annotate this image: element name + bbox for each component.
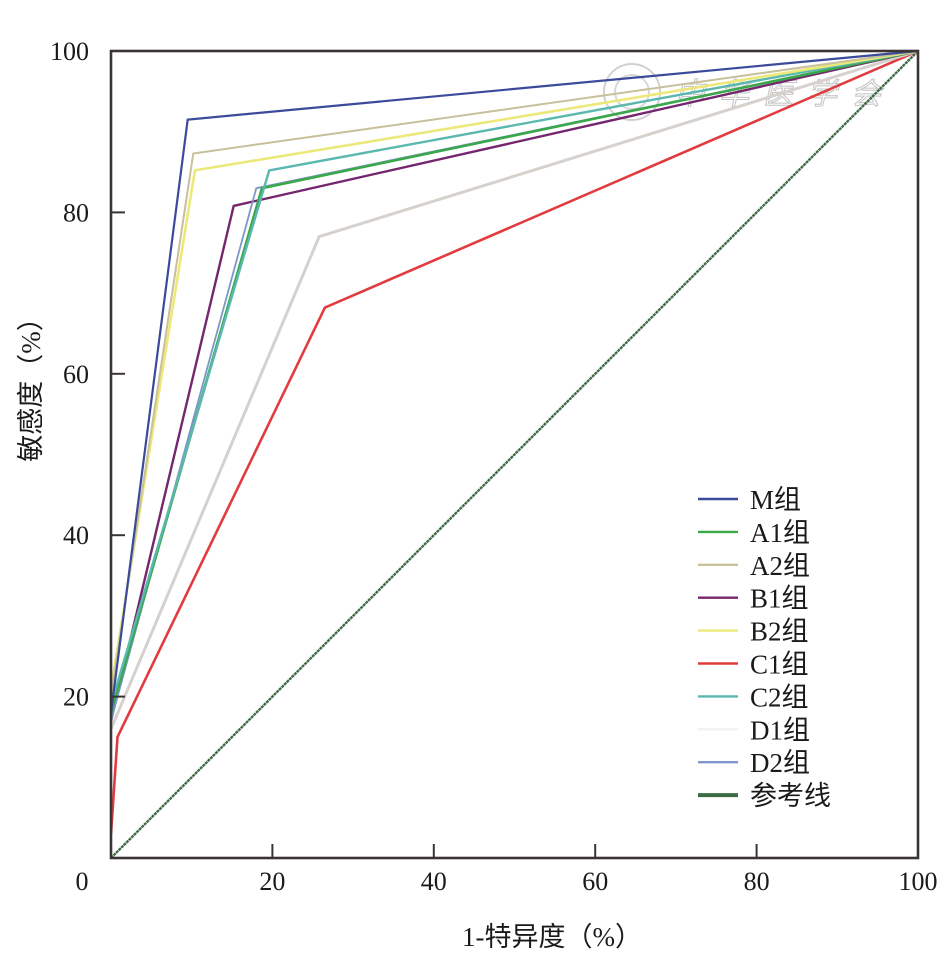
- legend-label: A2组: [750, 551, 810, 581]
- x-tick-label: 20: [259, 867, 285, 896]
- legend-label: C1组: [750, 650, 809, 680]
- legend-label: B1组: [750, 584, 809, 614]
- y-tick-label: 100: [50, 37, 89, 66]
- x-tick-label: 0: [76, 867, 89, 896]
- legend-item-d1: D1组: [698, 715, 810, 745]
- legend-item-b1: B1组: [698, 584, 809, 614]
- legend-item-a2: A2组: [698, 551, 810, 581]
- legend-label: C2组: [750, 682, 809, 712]
- legend-item-c1: C1组: [698, 650, 809, 680]
- x-axis-ticks: 0 20 40 60 80 100: [76, 844, 938, 896]
- legend-item-a1: A1组: [698, 518, 810, 548]
- y-tick-label: 40: [63, 521, 89, 550]
- series-line-c1: [109, 49, 919, 834]
- y-tick-label: 60: [63, 360, 89, 389]
- x-tick-label: 60: [582, 867, 608, 896]
- legend-item-b2: B2组: [698, 617, 809, 647]
- series-line-c2: [109, 49, 919, 706]
- series-line-a2: [110, 50, 919, 697]
- legend-label: M组: [750, 485, 801, 515]
- x-tick-label: 100: [899, 867, 938, 896]
- series-line-b1: [109, 49, 919, 722]
- legend-label: D1组: [750, 715, 810, 745]
- plot-frame: [109, 49, 920, 860]
- series-line-reference: [110, 50, 919, 859]
- x-axis-title: 1-特异度（%）: [462, 922, 642, 952]
- legend-item-reference: 参考线: [698, 781, 831, 811]
- axes: [109, 49, 920, 860]
- legend-label: 参考线: [750, 781, 831, 811]
- legend-item-d2: D2组: [698, 748, 810, 778]
- legend-item-c2: C2组: [698, 682, 809, 712]
- legend-item-m: M组: [698, 485, 801, 515]
- series-layer: [109, 49, 919, 859]
- watermark-seal-icon: [603, 63, 661, 121]
- watermark-seal-inner: [614, 74, 650, 110]
- series-line-d1: [109, 49, 919, 730]
- y-axis-title: 敏感度（%）: [16, 304, 46, 462]
- y-tick-label: 20: [63, 683, 89, 712]
- y-axis-ticks: 20 40 60 80 100: [50, 37, 125, 712]
- legend-label: B2组: [750, 617, 809, 647]
- legend-label: A1组: [750, 518, 810, 548]
- x-tick-label: 80: [744, 867, 770, 896]
- legend-label: D2组: [750, 748, 810, 778]
- series-line-m: [109, 49, 919, 713]
- y-tick-label: 80: [63, 198, 89, 227]
- x-tick-label: 40: [421, 867, 447, 896]
